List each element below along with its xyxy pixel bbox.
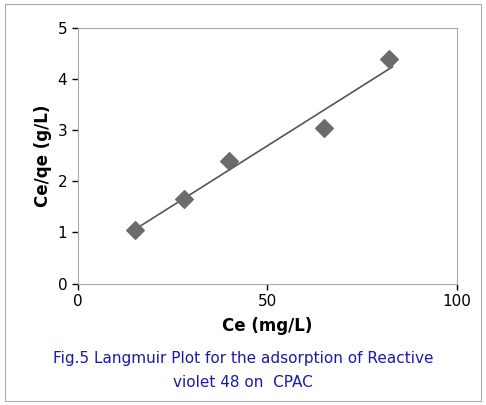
Point [226, 158, 233, 164]
Point [320, 125, 328, 131]
Y-axis label: Ce/qe (g/L): Ce/qe (g/L) [34, 105, 52, 207]
Text: violet 48 on  CPAC: violet 48 on CPAC [173, 375, 313, 390]
X-axis label: Ce (mg/L): Ce (mg/L) [222, 317, 312, 335]
Point [385, 56, 393, 62]
Text: Fig.5 Langmuir Plot for the adsorption of Reactive: Fig.5 Langmuir Plot for the adsorption o… [53, 351, 433, 366]
Point [131, 227, 139, 233]
Point [180, 196, 188, 202]
